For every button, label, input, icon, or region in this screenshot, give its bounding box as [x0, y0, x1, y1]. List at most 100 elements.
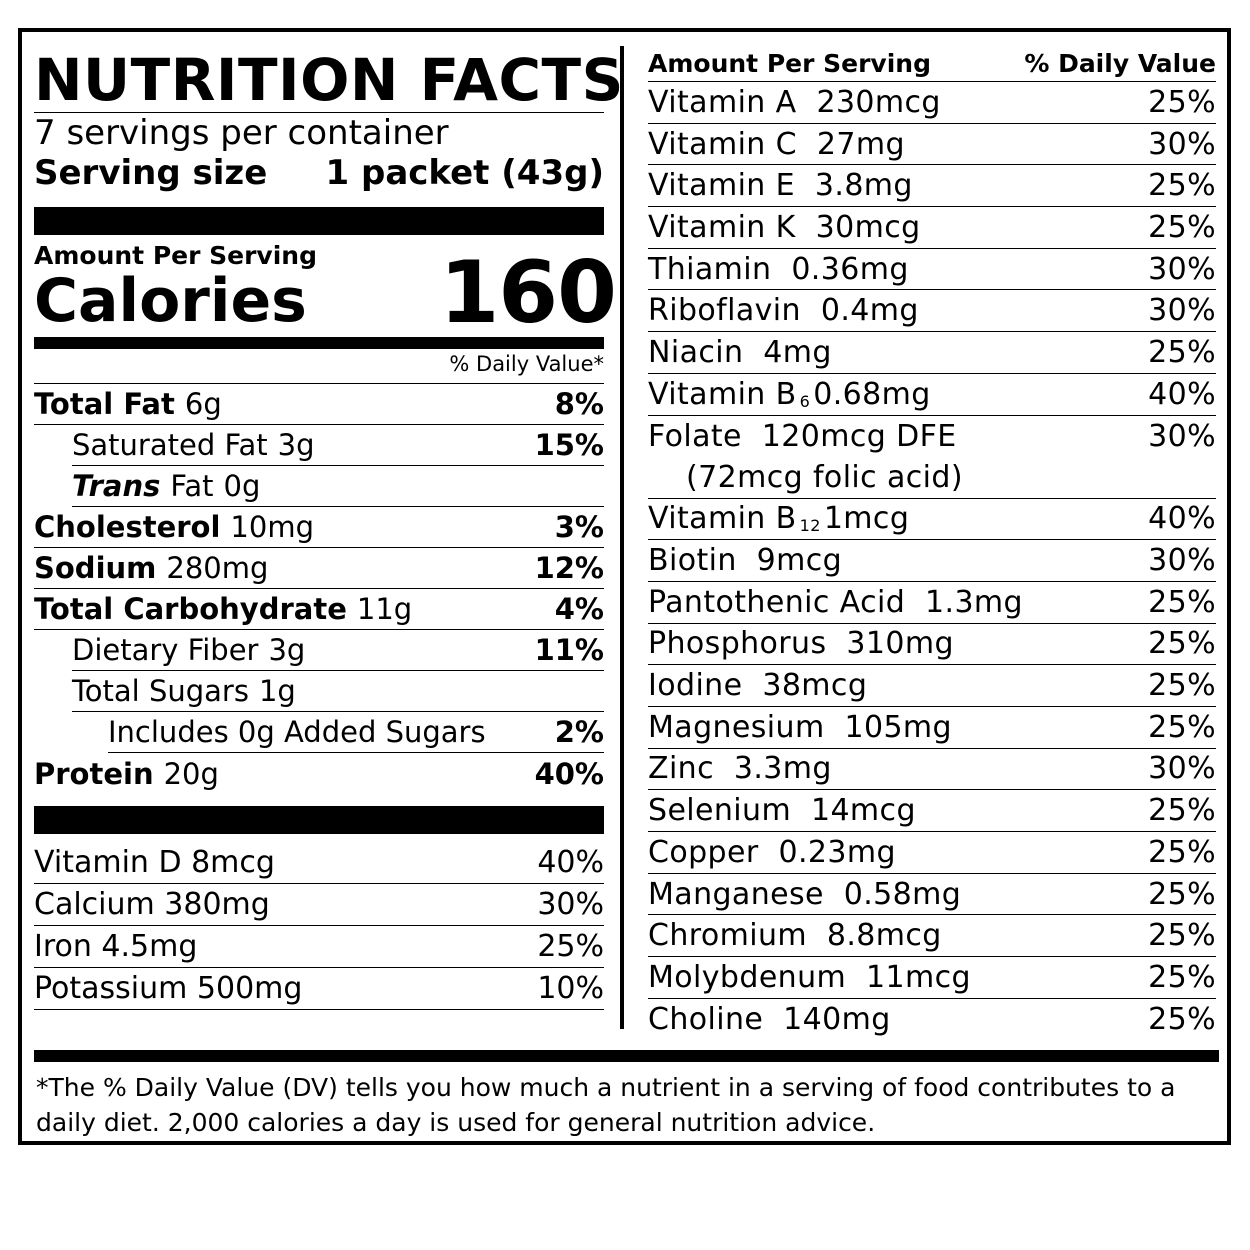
nutrient-name: Cholesterol [34, 510, 221, 544]
vitamin-name: Riboflavin [648, 293, 801, 329]
nutrient-amount: 1g [258, 674, 296, 708]
vitamin-amount: 3.8mg [814, 168, 913, 204]
vitamin-row-choline: Choline 140mg 25% [648, 999, 1216, 1041]
nutrient-dv: 2% [554, 715, 604, 749]
label-title: NUTRITION FACTS [34, 46, 624, 114]
vitamin-row-iron: Iron 4.5mg 25% [34, 926, 604, 968]
nutrient-row-trans-fat: Trans Fat 0g [72, 466, 604, 507]
vitamin-amount: 0.4mg [820, 293, 919, 329]
vitamin-amount: 9mcg [756, 543, 843, 579]
daily-value-header: % Daily Value* [34, 349, 604, 384]
left-vitamin-list: Vitamin D 8mcg 40% Calcium 380mg 30% Iro… [34, 842, 604, 1010]
vitamin-row-manganese: Manganese 0.58mg 25% [648, 874, 1216, 916]
nutrient-dv: 4% [554, 592, 604, 626]
nutrient-row-added-sugars: Includes 0g Added Sugars 2% [108, 712, 604, 753]
vitamin-amount: 4mg [763, 334, 832, 370]
medium-divider [34, 337, 604, 349]
nutrient-name: Total Carbohydrate [34, 592, 347, 626]
vitamin-dv: 30% [1148, 293, 1216, 329]
vitamin-name: Folate [648, 418, 742, 454]
vitamin-amount: 38mcg [762, 668, 868, 704]
vitamin-name: Manganese [648, 876, 824, 912]
vitamin-row-vitamin-e: Vitamin E 3.8mg 25% [648, 165, 1216, 208]
vitamin-row-vitamin-a: Vitamin A 230mcg 25% [648, 82, 1216, 124]
nutrient-name: Trans [72, 469, 161, 503]
vitamin-dv: 25% [1148, 834, 1216, 870]
vitamin-dv: 25% [1148, 709, 1216, 745]
vitamin-dv: 30% [1148, 751, 1216, 787]
vitamin-amount: 0.68mg [813, 376, 931, 412]
vitamin-row-vitamin-k: Vitamin K 30mcg 25% [648, 207, 1216, 249]
nutrient-name: Dietary Fiber [72, 633, 259, 667]
vitamin-name: Selenium [648, 793, 792, 829]
nutrient-amount: 11g [356, 592, 413, 626]
vitamin-row-riboflavin: Riboflavin 0.4mg 30% [648, 290, 1216, 333]
vitamin-name: Zinc [648, 751, 714, 787]
vitamin-dv: 10% [537, 971, 604, 1006]
nutrient-name: Protein [34, 756, 154, 791]
nutrient-amount: 3g [268, 633, 306, 667]
vitamin-dv: 30% [1148, 251, 1216, 287]
vitamin-row-zinc: Zinc 3.3mg 30% [648, 749, 1216, 791]
vitamin-name: Niacin [648, 334, 744, 370]
nutrient-amount: 0g [223, 469, 261, 503]
nutrient-dv: 15% [534, 428, 604, 462]
vitamin-dv: 25% [1148, 793, 1216, 829]
vitamin-dv: 40% [1148, 376, 1216, 412]
serving-size-value: 1 packet (43g) [325, 153, 604, 193]
vitamin-row-selenium: Selenium 14mcg 25% [648, 790, 1216, 832]
vitamin-name: Thiamin [648, 251, 772, 287]
vitamin-dv: 40% [1148, 501, 1216, 537]
nutrient-row-total-carbohydrate: Total Carbohydrate 11g 4% [34, 589, 604, 630]
vitamin-dv: 40% [537, 845, 604, 880]
right-column: Amount Per Serving % Daily Value Vitamin… [648, 46, 1216, 1040]
vitamin-row-magnesium: Magnesium 105mg 25% [648, 707, 1216, 749]
nutrient-name: Total Sugars [72, 674, 249, 708]
right-vitamin-list: Vitamin A 230mcg 25% Vitamin C 27mg 30% Vita… [648, 82, 1216, 1040]
vitamin-row-vitamin-d: Vitamin D 8mcg 40% [34, 842, 604, 884]
vitamin-amount: 0.36mg [791, 251, 909, 287]
vitamin-row-folate: Folate 120mcg DFE (72mcg folic acid) 30% [648, 416, 1216, 499]
nutrient-name: Total Fat [34, 387, 175, 421]
vitamin-amount: 1mcg [823, 501, 910, 537]
vitamin-amount: 310mg [846, 626, 954, 662]
nutrient-amount: 20g [163, 756, 219, 791]
nutrient-dv: 8% [554, 387, 604, 421]
footnote: *The % Daily Value (DV) tells you how mu… [36, 1073, 1176, 1137]
vitamin-dv: 30% [1148, 418, 1216, 454]
amount-per-serving-label: Amount Per Serving [34, 241, 317, 270]
vitamin-row-phosphorus: Phosphorus 310mg 25% [648, 624, 1216, 666]
right-header-amount: Amount Per Serving [648, 49, 931, 78]
nutrient-dv: 12% [534, 551, 604, 585]
vitamin-amount: 0.23mg [778, 834, 896, 870]
vitamin-name: Vitamin A [648, 84, 797, 120]
vitamin-name: Chromium [648, 918, 807, 954]
vitamin-name: Vitamin B [648, 376, 797, 412]
vitamin-row-vitamin-c: Vitamin C 27mg 30% [648, 124, 1216, 166]
bottom-divider [34, 1050, 1219, 1062]
nutrient-row-sodium: Sodium 280mg 12% [34, 548, 604, 589]
right-header: Amount Per Serving % Daily Value [648, 46, 1216, 82]
vitamin-name: Choline [648, 1002, 764, 1038]
right-header-dv: % Daily Value [1024, 49, 1216, 78]
vitamin-dv: 25% [1148, 1002, 1216, 1038]
vitamin-name: Copper [648, 834, 759, 870]
thick-divider [34, 207, 604, 235]
nutrient-name: Sodium [34, 551, 157, 585]
nutrient-amount: 3g [277, 428, 315, 462]
nutrient-amount: 280mg [166, 551, 269, 585]
vitamin-amount: 105mg [844, 709, 952, 745]
vitamin-row-copper: Copper 0.23mg 25% [648, 832, 1216, 874]
thick-divider-vitamins [34, 806, 604, 834]
vitamin-row-molybdenum: Molybdenum 11mcg 25% [648, 957, 1216, 999]
vitamin-row-biotin: Biotin 9mcg 30% [648, 540, 1216, 582]
vitamin-dv: 30% [1148, 543, 1216, 579]
vitamin-dv: 25% [1148, 334, 1216, 370]
serving-size: Serving size 1 packet (43g) [34, 153, 604, 193]
vitamin-amount: 11mcg [866, 959, 971, 995]
vitamin-dv: 25% [1148, 626, 1216, 662]
vitamin-name: Vitamin C [648, 126, 798, 162]
vitamin-note: (72mcg folic acid) [686, 459, 963, 495]
vitamin-amount: 1.3mg [925, 584, 1023, 620]
vitamin-dv: 25% [1148, 168, 1216, 204]
